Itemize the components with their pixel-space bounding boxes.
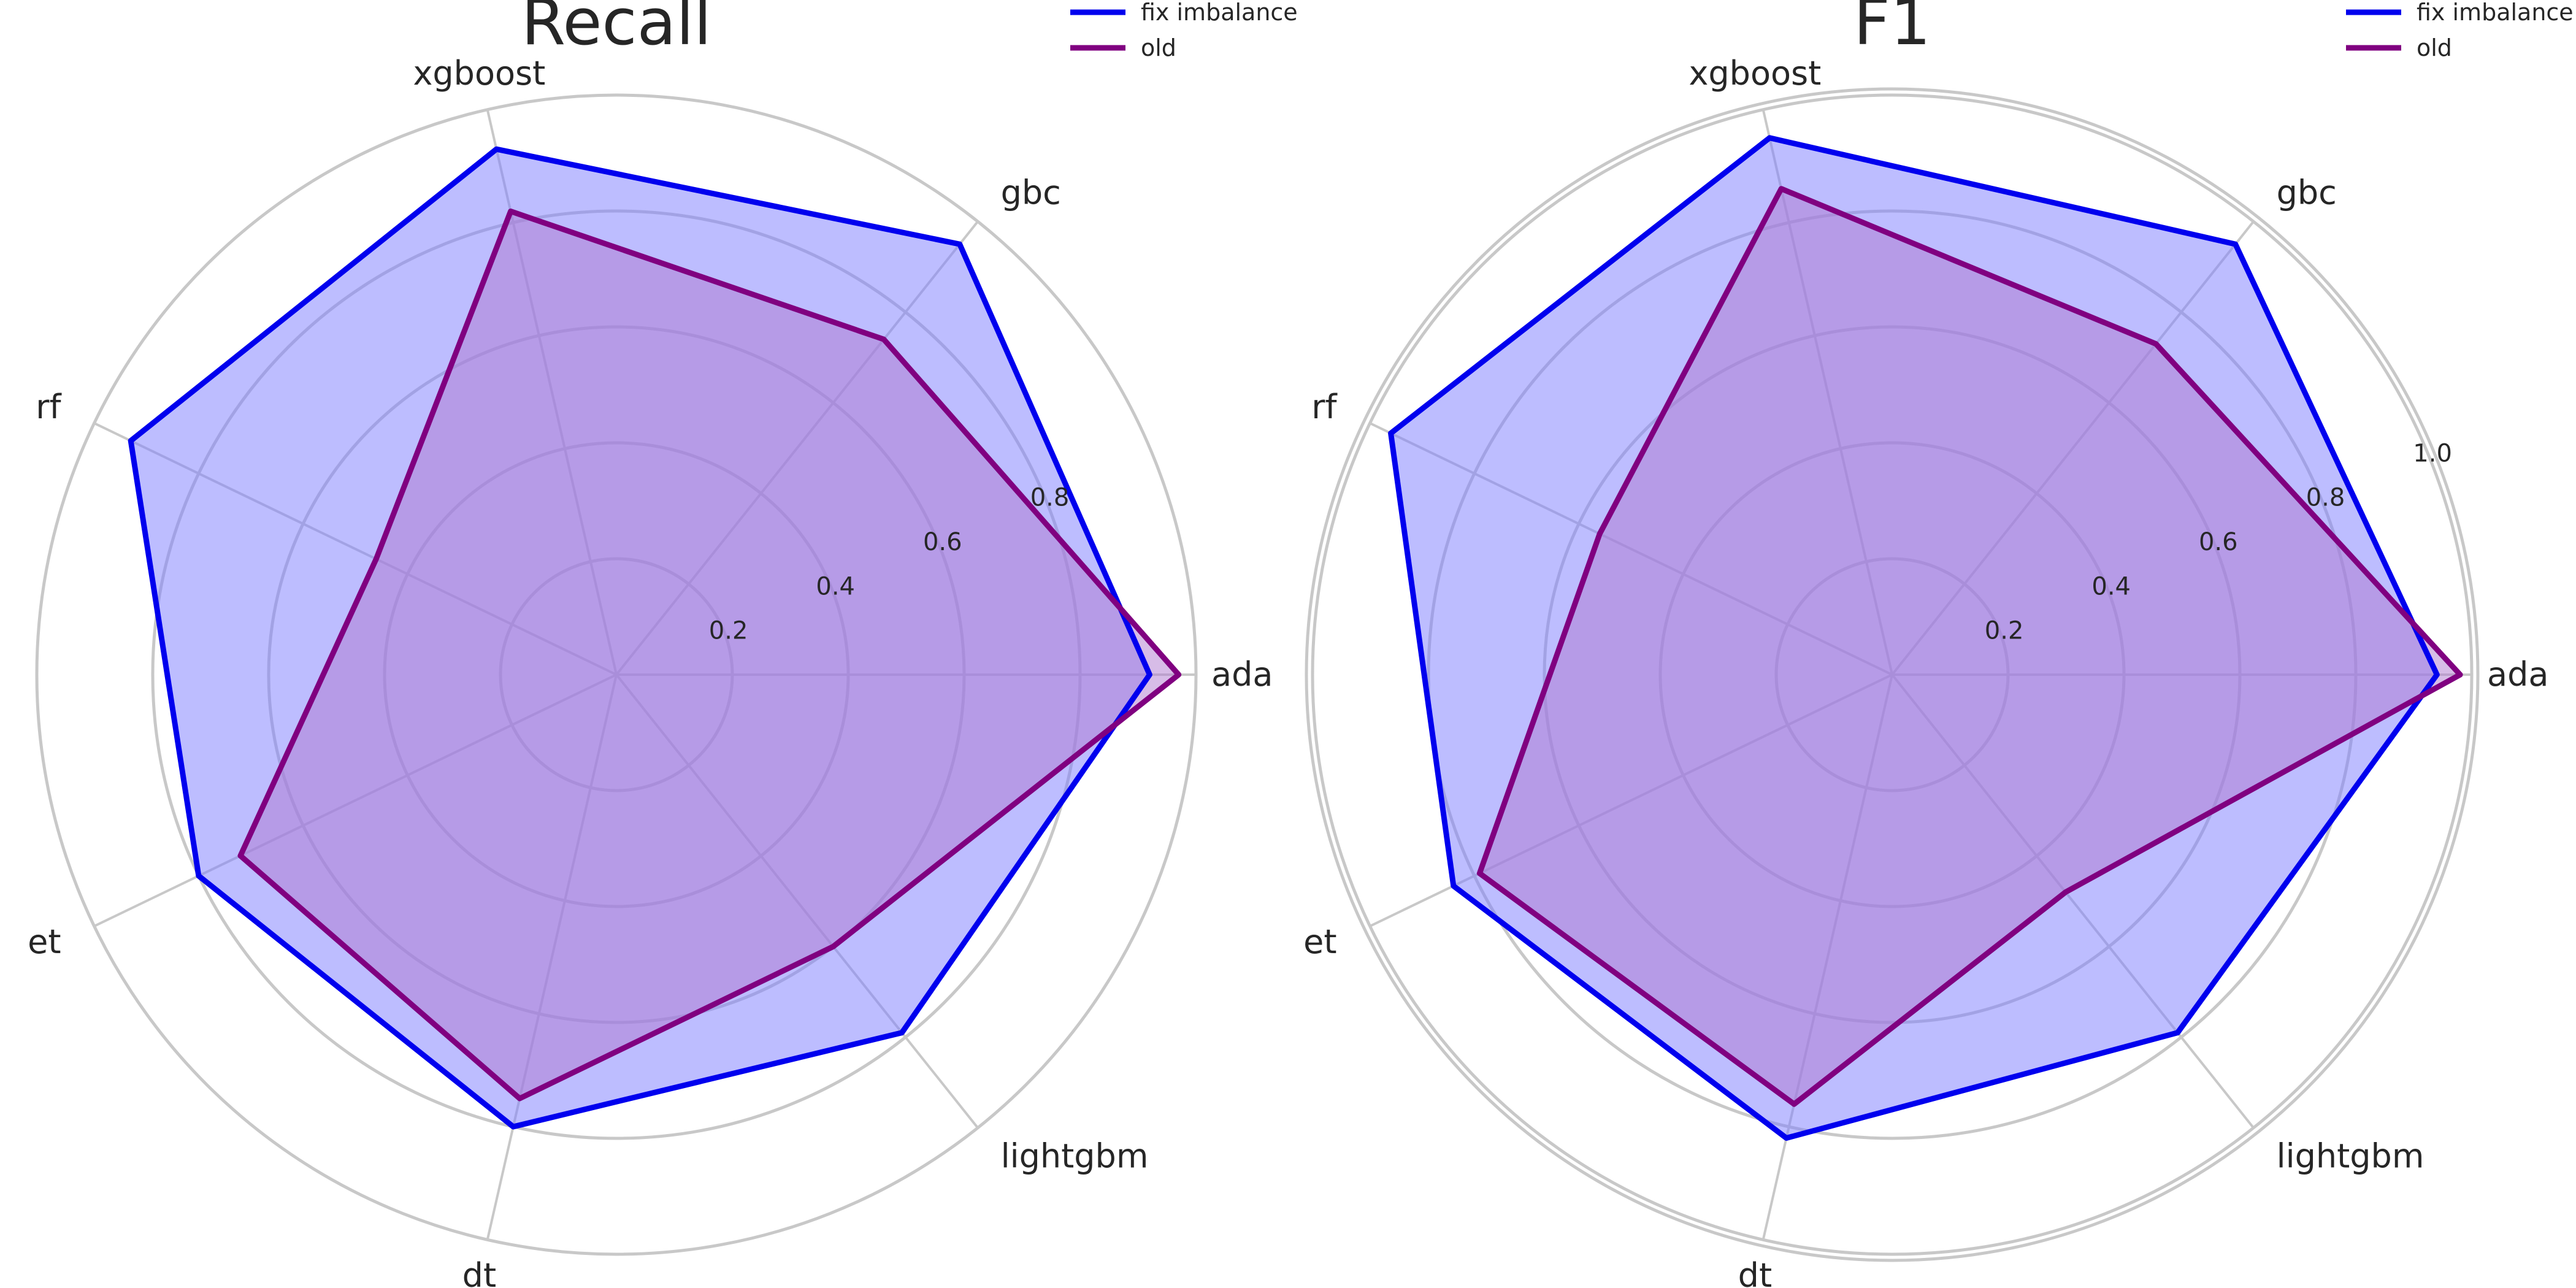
category-label-xgboost: xgboost [413,54,545,93]
rtick-label-0.8: 0.8 [2306,484,2345,512]
series-area-old [1479,188,2461,1105]
category-label-et: et [1303,922,1336,961]
category-label-rf: rf [36,388,62,426]
category-label-gbc: gbc [2277,173,2337,212]
series-line-fix-imbalance [1388,135,2440,1141]
legend-label-old: old [2417,34,2452,61]
series-line-old [237,209,1182,1102]
legend-label-old: old [1141,34,1176,61]
rtick-label-0.4: 0.4 [816,572,855,600]
category-label-dt: dt [462,1256,496,1288]
category-label-ada: ada [2487,655,2548,694]
charts-layer: ada gbc xgboost rf et dt lightgbm 0.2 0.4 0.6 0.8 R… [28,0,2574,1288]
category-label-dt: dt [1738,1256,1772,1288]
rtick-label-0.2: 0.2 [709,617,748,645]
category-label-lightgbm: lightgbm [2277,1137,2425,1176]
rtick-label-0.6: 0.6 [2199,528,2238,556]
rtick-label-0.4: 0.4 [2091,572,2131,600]
category-label-lightgbm: lightgbm [1001,1137,1149,1176]
legend-label-fix-imbalance: fix imbalance [2417,0,2574,26]
series-area-old [240,211,1179,1098]
rtick-label-0.6: 0.6 [923,528,962,556]
rtick-label-0.2: 0.2 [1985,617,2024,645]
legend-label-fix-imbalance: fix imbalance [1141,0,1298,26]
legend: fix imbalance old [1070,0,1298,61]
rtick-label-0.8: 0.8 [1030,484,1070,512]
series-line-old [1476,186,2463,1107]
chart-title: F1 [1853,0,1931,59]
category-label-gbc: gbc [1001,173,1061,212]
outer-ring-frame [1305,87,2480,1262]
series-line-fix-imbalance [128,146,1152,1130]
category-label-et: et [28,922,61,961]
rtick-label-1.0: 1.0 [2413,439,2452,467]
chart-title: Recall [521,0,711,59]
category-label-xgboost: xgboost [1689,54,1821,93]
legend: fix imbalance old [2346,0,2574,61]
radar-chart-f1: ada gbc xgboost rf et dt lightgbm 0.2 0.4 0.6 0.8 1… [1303,0,2574,1288]
category-label-ada: ada [1211,655,1273,694]
radar-chart-recall: ada gbc xgboost rf et dt lightgbm 0.2 0.4 0.6 0.8 R… [28,0,1298,1288]
category-label-rf: rf [1311,388,1338,426]
